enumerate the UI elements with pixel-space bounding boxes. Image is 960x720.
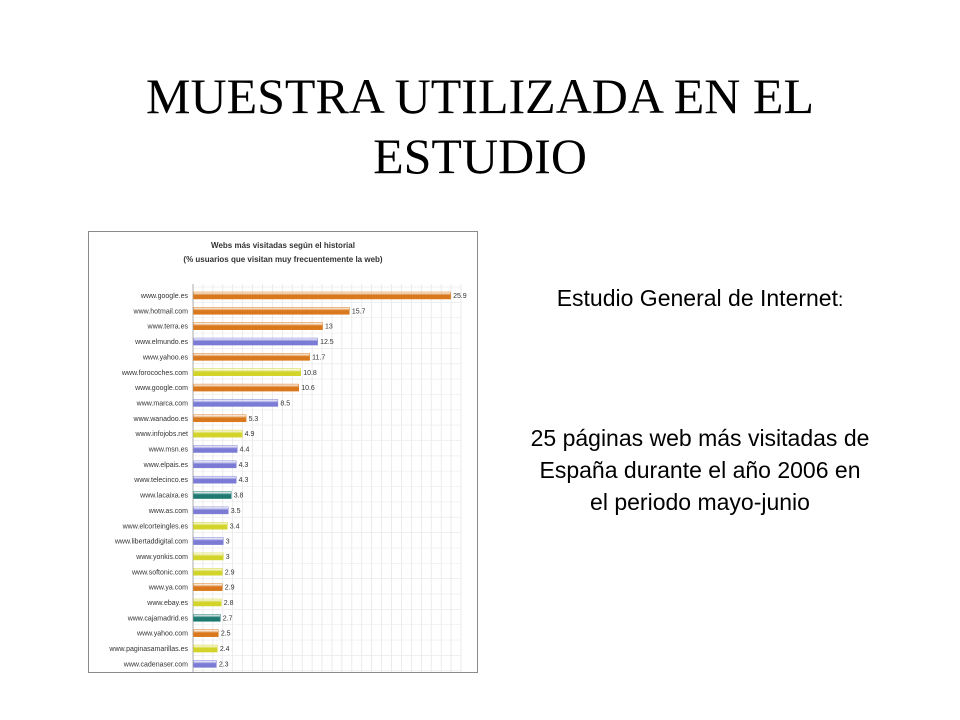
category-label: www.yonkis.com [135, 554, 188, 561]
category-label: www.forocoches.com [121, 370, 188, 377]
category-label: www.elcorteingles.es [122, 523, 189, 530]
value-label: 4.3 [239, 477, 249, 484]
study-description: 25 páginas web más visitadas de España d… [530, 425, 870, 515]
value-label: 10.8 [303, 370, 317, 377]
category-label: www.paginasamarillas.es [108, 646, 188, 653]
value-label: 3.4 [230, 523, 240, 530]
bar [193, 583, 223, 591]
chart-frame: Webs más visitadas según el historial (%… [88, 231, 478, 673]
source-label-text: Estudio General de Internet [556, 285, 838, 311]
category-label: www.msn.es [148, 447, 189, 454]
value-label: 4.4 [240, 447, 250, 454]
category-label: www.cadenaser.com [123, 661, 188, 668]
bar [193, 506, 229, 515]
bar [193, 552, 224, 561]
category-label: www.terra.es [147, 324, 189, 331]
category-label: www.ebay.es [146, 600, 188, 607]
bar [193, 337, 318, 346]
value-label: 3.8 [234, 493, 244, 500]
bar [193, 537, 224, 545]
category-label: www.elpais.es [143, 462, 189, 469]
value-label: 2.3 [219, 661, 229, 668]
category-label: www.marca.com [136, 400, 189, 407]
category-label: www.cajamadrid.es [127, 615, 189, 622]
value-label: 8.5 [280, 400, 290, 407]
chart-subtitle: (% usuarios que visitan muy frecuentemen… [183, 255, 383, 264]
value-label: 2.8 [224, 600, 234, 607]
bar [193, 399, 279, 407]
bar [193, 660, 217, 668]
category-label: www.as.com [148, 508, 188, 515]
bar [193, 614, 221, 622]
bar [193, 383, 299, 392]
category-label: www.yahoo.com [136, 631, 188, 638]
bar [193, 460, 237, 469]
value-label: 13 [325, 324, 333, 331]
category-label: www.google.es [140, 293, 189, 300]
category-label: www.wanadoo.es [133, 416, 189, 423]
bar [193, 322, 323, 330]
bar [193, 475, 237, 484]
slide-title: MUESTRA UTILIZADA EN EL ESTUDIO [146, 68, 814, 184]
bar [193, 429, 243, 438]
category-label: www.infojobs.net [134, 431, 188, 438]
bar-chart: Webs más visitadas según el historial (%… [108, 241, 467, 672]
value-label: 3.5 [231, 508, 241, 515]
category-label: www.softonic.com [131, 569, 188, 576]
value-label: 3 [226, 539, 230, 546]
value-label: 10.6 [301, 385, 315, 392]
bar [193, 644, 218, 653]
value-label: 2.5 [221, 631, 231, 638]
chart-title: Webs más visitadas según el historial [211, 241, 355, 250]
category-label: www.libertaddigital.com [114, 539, 188, 546]
value-label: 15.7 [352, 308, 366, 315]
bar [193, 522, 228, 530]
bar [193, 568, 223, 576]
value-label: 5.3 [249, 416, 259, 423]
bar [193, 353, 310, 361]
category-label: www.hotmail.com [133, 308, 189, 315]
category-label: www.telecinco.es [133, 477, 188, 484]
chart-bars: www.google.es 25.9 www.hotmail.com 15.7 www.… [108, 291, 467, 668]
bar [193, 491, 232, 499]
value-label: 2.9 [225, 585, 235, 592]
chart-grid [192, 284, 462, 672]
source-label-colon: : [838, 290, 844, 311]
bar [193, 414, 247, 423]
bar [193, 445, 238, 453]
value-label: 2.4 [220, 646, 230, 653]
source-label: Estudio General de Internet: [530, 282, 870, 317]
value-label: 2.7 [223, 615, 233, 622]
category-label: www.yahoo.es [142, 354, 189, 361]
value-label: 3 [226, 554, 230, 561]
bar [193, 629, 219, 637]
value-label: 4.3 [239, 462, 249, 469]
value-label: 11.7 [312, 354, 325, 361]
bar [193, 368, 301, 376]
bar [193, 307, 350, 315]
bar [193, 291, 451, 300]
category-label: www.ya.com [148, 585, 188, 592]
category-label: www.google.com [134, 385, 188, 392]
value-label: 12.5 [320, 339, 334, 346]
value-label: 2.9 [225, 569, 235, 576]
category-label: www.elmundo.es [134, 339, 188, 346]
category-label: www.lacaixa.es [139, 493, 188, 500]
bar [193, 598, 222, 607]
value-label: 25.9 [453, 293, 467, 300]
value-label: 4.9 [245, 431, 255, 438]
